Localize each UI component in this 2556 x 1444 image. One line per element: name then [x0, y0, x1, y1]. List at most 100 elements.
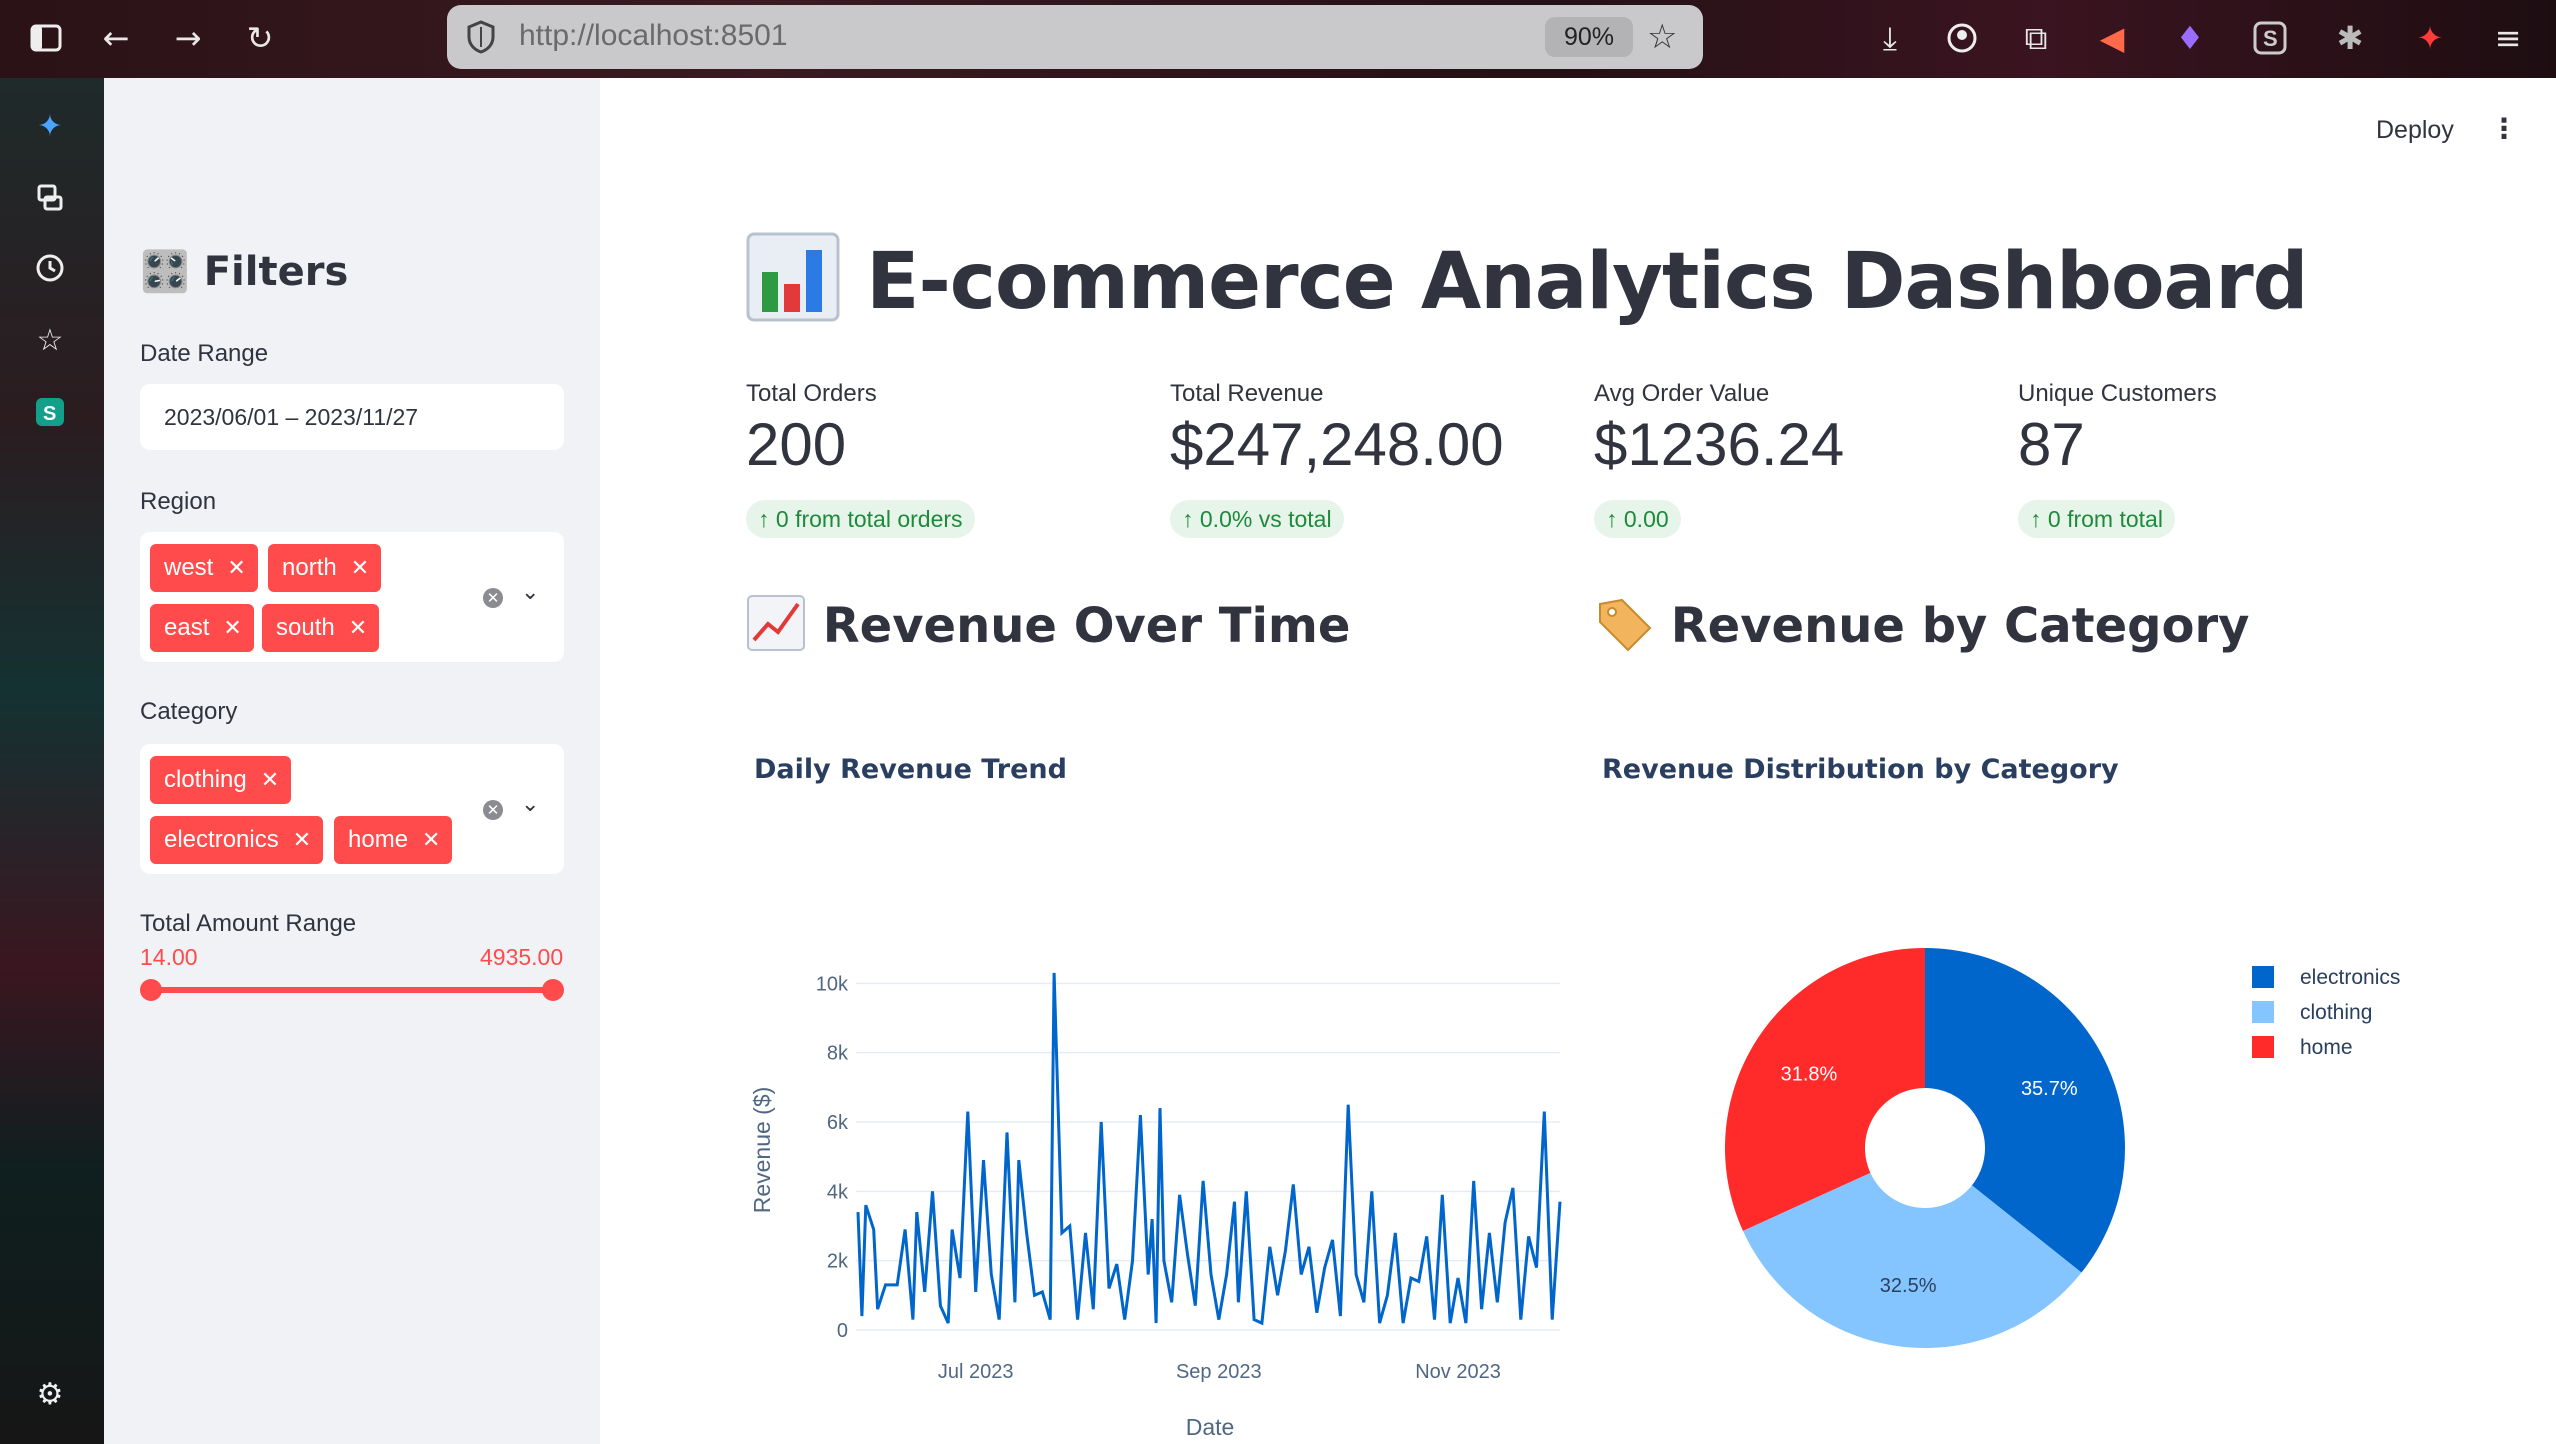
- line-chart-title: Daily Revenue Trend: [754, 754, 1067, 785]
- trend-chart-icon: [746, 594, 806, 664]
- pie-slice-label: 32.5%: [1880, 1275, 1937, 1297]
- bar-chart-icon: [746, 232, 840, 341]
- chevron-down-icon[interactable]: ⌄: [521, 580, 540, 605]
- y-tick-label: 2k: [827, 1251, 849, 1273]
- daily-revenue-line-chart[interactable]: 0 2k 4k 6k 8k 10k Jul 2023 Sep 2023 Nov 2023 Da…: [740, 928, 1580, 1444]
- metric-label: Avg Order Value: [1594, 380, 1770, 407]
- region-chip[interactable]: north ✕: [268, 544, 382, 592]
- browser-sidebar: ✦ ☆ S ⚙: [0, 78, 104, 1444]
- bird-extension-icon[interactable]: ✦: [2416, 19, 2444, 57]
- bookmark-star-icon[interactable]: ☆: [1647, 17, 1678, 57]
- arrow-up-icon: ↑: [1182, 505, 1200, 532]
- chip-remove-icon[interactable]: ✕: [292, 827, 312, 852]
- chip-label: east: [164, 614, 210, 641]
- chip-label: clothing: [164, 766, 247, 793]
- menu-icon[interactable]: ≡: [2494, 19, 2522, 57]
- metric-value: 87: [2018, 411, 2085, 478]
- arrow-up-icon: ↑: [1606, 505, 1624, 532]
- arrow-up-icon: ↑: [2030, 505, 2048, 532]
- region-chip[interactable]: east ✕: [150, 604, 254, 652]
- bookmarks-star-icon[interactable]: ☆: [36, 322, 64, 358]
- metric-value: $247,248.00: [1170, 411, 1504, 478]
- chip-remove-icon[interactable]: ✕: [348, 615, 368, 640]
- chevron-down-icon[interactable]: ⌄: [521, 792, 540, 817]
- svg-text:S: S: [2263, 26, 2278, 51]
- x-tick-label: Jul 2023: [938, 1361, 1014, 1383]
- date-range-label: Date Range: [140, 340, 269, 367]
- main-content: Deploy ⋮ E-commerce Analytics Dashboard …: [600, 78, 2556, 1444]
- download-icon[interactable]: ⤓: [1882, 18, 1898, 57]
- clear-all-icon[interactable]: ✕: [483, 800, 503, 820]
- megaphone-extension-icon[interactable]: ◀: [2099, 19, 2125, 57]
- chip-remove-icon[interactable]: ✕: [223, 615, 242, 640]
- x-tick-labels: Jul 2023 Sep 2023 Nov 2023: [938, 1361, 1501, 1383]
- reload-icon[interactable]: ↻: [246, 19, 274, 57]
- y-tick-label: 0: [837, 1320, 848, 1342]
- region-multiselect[interactable]: west ✕ north ✕ east ✕ south ✕ ✕ ⌄: [140, 532, 564, 662]
- ai-sparkle-icon[interactable]: ✦: [37, 108, 63, 144]
- flame-extension-icon[interactable]: ♦: [2175, 19, 2205, 57]
- pie-slice-home[interactable]: [1725, 948, 1925, 1231]
- delta-text: 0 from total: [2047, 505, 2163, 532]
- pie-slice-label: 31.8%: [1781, 1063, 1838, 1085]
- region-chip[interactable]: south ✕: [262, 604, 380, 652]
- pie-slice-clothing[interactable]: [1742, 1172, 2082, 1348]
- category-chip[interactable]: electronics ✕: [150, 816, 324, 864]
- category-donut-chart[interactable]: 35.7% 32.5% 31.8% electronics clothing home: [1680, 928, 2540, 1388]
- metric-label: Unique Customers: [2018, 380, 2217, 407]
- chip-remove-icon[interactable]: ✕: [350, 555, 370, 580]
- amount-slider-track[interactable]: [150, 987, 554, 993]
- metric-label: Total Orders: [746, 380, 877, 407]
- x-tick-label: Nov 2023: [1415, 1361, 1501, 1383]
- metric-value: $1236.24: [1594, 411, 1845, 478]
- region-chip[interactable]: west ✕: [150, 544, 258, 592]
- url-text[interactable]: http://localhost:8501: [519, 19, 788, 52]
- category-chip[interactable]: clothing ✕: [150, 756, 292, 804]
- tag-icon: [1594, 594, 1654, 664]
- amount-max-value: 4935.00: [480, 944, 564, 970]
- legend-label: home: [2300, 1036, 2353, 1059]
- amount-slider-min-handle[interactable]: [140, 979, 162, 1001]
- chip-label: west: [164, 554, 214, 581]
- date-range-input[interactable]: 2023/06/01 – 2023/11/27: [140, 384, 564, 450]
- more-options-icon[interactable]: ⋮: [2490, 112, 2518, 145]
- revenue-over-time-heading: Revenue Over Time: [746, 594, 1350, 664]
- url-bar[interactable]: http://localhost:8501 90% ☆: [447, 5, 1703, 69]
- metric-delta: ↑ 0.00: [1594, 500, 1681, 538]
- chip-remove-icon[interactable]: ✕: [227, 555, 246, 580]
- pie-chart-title: Revenue Distribution by Category: [1602, 754, 2119, 785]
- back-icon[interactable]: ←: [102, 19, 130, 57]
- extensions-icon[interactable]: ⧉: [2024, 18, 2048, 57]
- legend-label: clothing: [2300, 1001, 2372, 1024]
- sidebar-toggle-icon[interactable]: [24, 16, 68, 60]
- page-title: E-commerce Analytics Dashboard: [746, 232, 2309, 341]
- history-icon[interactable]: [28, 246, 72, 290]
- settings-gear-icon[interactable]: ⚙: [36, 1376, 64, 1412]
- y-axis-label: Revenue ($): [749, 1087, 775, 1214]
- category-chip[interactable]: home ✕: [334, 816, 453, 864]
- section-title: Revenue Over Time: [822, 598, 1351, 654]
- forward-icon[interactable]: →: [174, 19, 202, 57]
- chip-remove-icon[interactable]: ✕: [422, 827, 441, 852]
- delta-text: 0.0% vs total: [1199, 505, 1332, 532]
- bug-extension-icon[interactable]: ✱: [2336, 19, 2364, 57]
- s-app-icon[interactable]: S: [28, 390, 72, 434]
- s-extension-icon[interactable]: S: [2248, 16, 2292, 60]
- category-multiselect[interactable]: clothing ✕ electronics ✕ home ✕ ✕ ⌄: [140, 744, 564, 874]
- amount-slider-max-handle[interactable]: [542, 979, 564, 1001]
- date-range-value[interactable]: 2023/06/01 – 2023/11/27: [164, 404, 419, 430]
- clear-all-icon[interactable]: ✕: [483, 588, 503, 608]
- pie-slice-electronics[interactable]: [1925, 948, 2125, 1273]
- revenue-by-category-heading: Revenue by Category: [1594, 594, 2249, 664]
- delta-text: 0.00: [1623, 505, 1669, 532]
- shield-icon[interactable]: [461, 17, 501, 57]
- filters-title: 🎛️ Filters: [140, 249, 349, 295]
- metric-value: 200: [746, 411, 847, 478]
- deploy-button[interactable]: Deploy: [2376, 116, 2454, 144]
- synced-tabs-icon[interactable]: [28, 176, 72, 220]
- chip-remove-icon[interactable]: ✕: [260, 767, 280, 792]
- account-icon[interactable]: [1940, 16, 1984, 60]
- y-tick-label: 6k: [827, 1112, 849, 1134]
- zoom-level[interactable]: 90%: [1545, 17, 1633, 57]
- amount-min-value: 14.00: [140, 944, 198, 970]
